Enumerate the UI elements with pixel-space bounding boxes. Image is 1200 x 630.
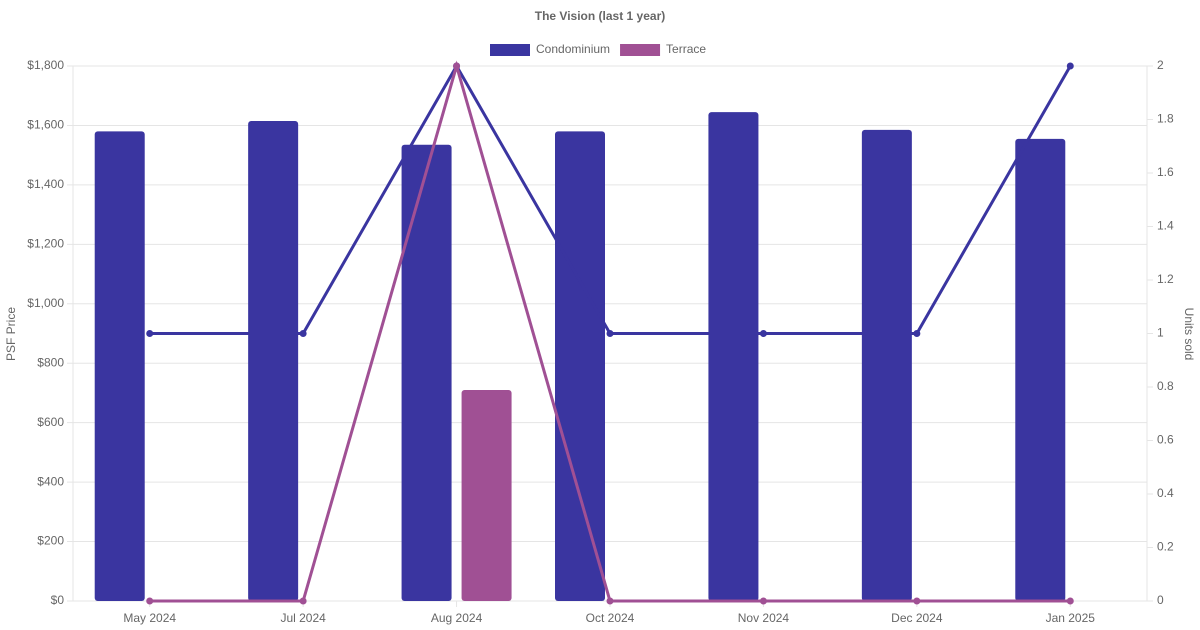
legend-swatch [620,44,661,56]
x-tick-label: Dec 2024 [891,611,943,625]
bar [401,144,452,601]
y-tick-label: $400 [37,474,64,488]
y2-tick-label: 1.2 [1157,272,1174,286]
x-tick-label: May 2024 [123,611,176,625]
units-point [453,62,461,70]
units-point [1066,62,1074,70]
bar [555,131,605,601]
y-tick-label: $800 [37,355,64,369]
bar [861,129,912,601]
y-tick-label: $1,800 [27,58,64,72]
bar [94,131,145,601]
units-point [606,597,614,605]
bar [708,112,759,601]
x-tick-label: Jul 2024 [280,611,326,625]
legend-swatch [490,44,530,56]
y2-tick-label: 0.2 [1157,540,1174,554]
y2-tick-label: 1.6 [1157,165,1174,179]
y2-tick-label: 1.4 [1157,219,1174,233]
y-tick-label: $1,000 [27,296,64,310]
y-tick-label: $200 [37,534,64,548]
bar [1015,138,1066,601]
units-point [299,597,307,605]
x-tick-label: Jan 2025 [1046,611,1096,625]
y2-tick-label: 0.8 [1157,379,1174,393]
units-point [913,330,921,337]
y-tick-label: $1,200 [27,237,64,251]
units-point [606,330,614,337]
y-tick-label: $0 [51,593,65,607]
y-tick-label: $1,400 [27,177,64,191]
legend-label: Terrace [666,42,706,56]
y2-tick-label: 0.4 [1157,486,1174,500]
y2-tick-label: 0 [1157,593,1164,607]
y2-axis-title: Units sold [1182,308,1196,361]
units-point [146,597,154,605]
x-tick-label: Oct 2024 [586,611,635,625]
y2-tick-label: 1 [1157,326,1164,340]
x-tick-label: Aug 2024 [431,611,483,625]
bar [461,389,512,601]
legend-label: Condominium [536,42,610,56]
y2-tick-label: 0.6 [1157,433,1174,447]
units-point [299,330,307,337]
chart-title: The Vision (last 1 year) [535,9,666,23]
units-point [913,597,921,605]
y-axis-title: PSF Price [4,307,18,361]
units-point [146,330,154,337]
y-tick-label: $600 [37,415,64,429]
y2-tick-label: 1.8 [1157,112,1174,126]
units-point [759,330,767,337]
units-point [759,597,767,605]
units-point [1066,597,1074,605]
x-tick-label: Nov 2024 [738,611,790,625]
bar [248,120,299,601]
y-tick-label: $1,600 [27,118,64,132]
y2-tick-label: 2 [1157,58,1164,72]
